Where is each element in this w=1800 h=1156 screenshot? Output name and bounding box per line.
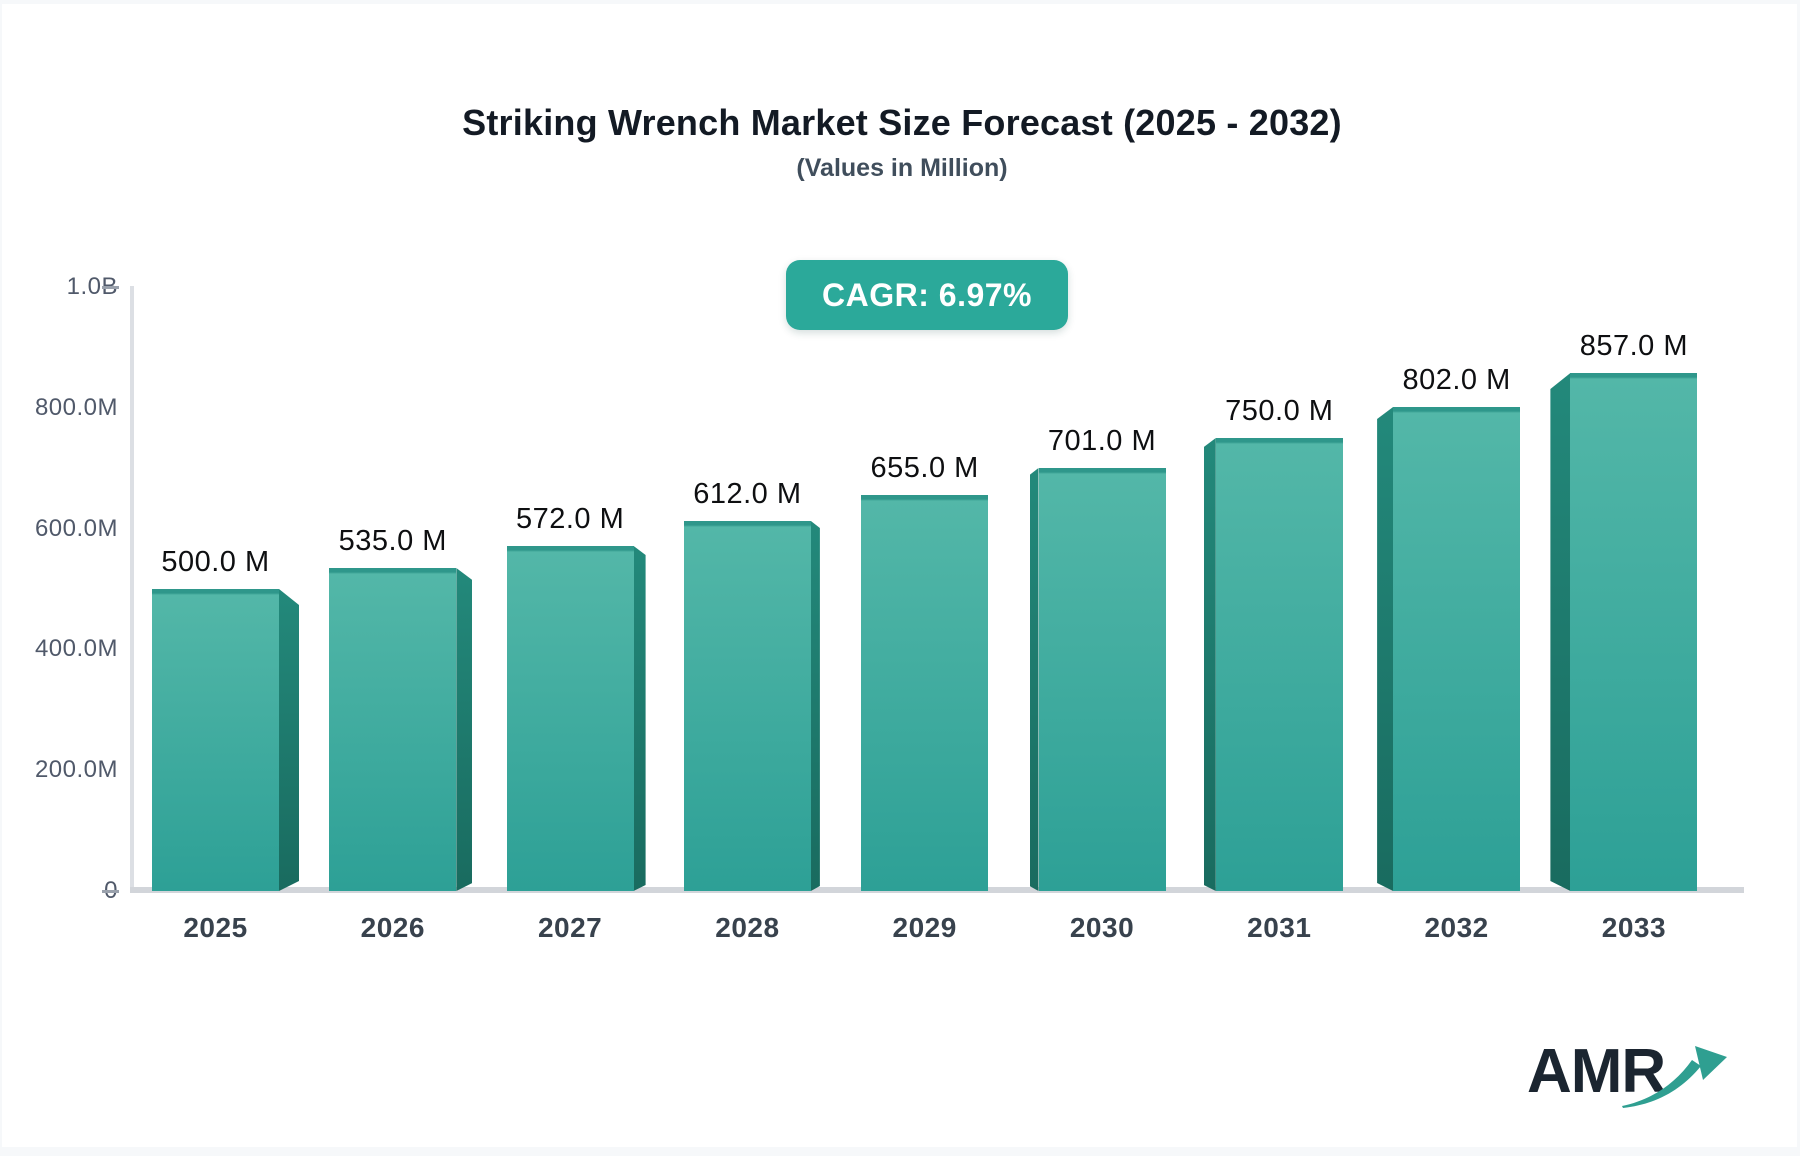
bar-side-face[interactable]: [279, 589, 299, 891]
x-axis-label: 2030: [1069, 912, 1135, 943]
bar-side-face[interactable]: [1377, 407, 1394, 891]
chart-card: Striking Wrench Market Size Forecast (20…: [2, 4, 1797, 1147]
x-axis-label: 2033: [1601, 912, 1667, 943]
bar-2030[interactable]: [1038, 468, 1166, 891]
y-axis-tick: [102, 286, 119, 289]
logo-growth-arrow-icon: [1622, 1046, 1727, 1108]
bar-side-face[interactable]: [810, 521, 820, 891]
x-axis-label: 2029: [892, 912, 957, 943]
x-axis-label: 2032: [1424, 912, 1489, 943]
bar-2028[interactable]: [683, 521, 811, 891]
chart-subtitle: (Values in Million): [796, 154, 1008, 182]
bar-value-label: 701.0 M: [1047, 425, 1157, 457]
bar-value-label: 500.0 M: [161, 546, 270, 578]
y-axis-line: [130, 286, 134, 888]
bar-2029[interactable]: [861, 495, 989, 891]
bar-value-label: 535.0 M: [338, 525, 447, 557]
bar-value-label: 857.0 M: [1579, 330, 1689, 362]
amr-logo-text: AMR: [1527, 1037, 1666, 1106]
x-axis-label: 2025: [183, 912, 248, 943]
bar-2026[interactable]: [329, 568, 457, 891]
bar-side-face[interactable]: [1203, 438, 1216, 891]
x-axis-label: 2027: [537, 912, 603, 943]
x-axis-label: 2026: [360, 912, 425, 943]
amr-logo: AMR: [1527, 1036, 1737, 1116]
bar-value-label: 802.0 M: [1402, 364, 1511, 396]
bar-value-label: 572.0 M: [515, 503, 625, 535]
bar-value-label: 750.0 M: [1225, 395, 1334, 427]
bar-2027[interactable]: [506, 546, 634, 891]
bar-2032[interactable]: [1393, 407, 1521, 891]
y-axis-label: 800.0M: [34, 393, 118, 421]
x-axis-label: 2028: [715, 912, 780, 943]
y-axis-tick: [102, 890, 119, 893]
cagr-badge: CAGR: 6.97%: [786, 260, 1068, 330]
bar-value-label: 655.0 M: [870, 452, 979, 484]
bar-side-face[interactable]: [456, 568, 473, 891]
bar-2025[interactable]: [152, 589, 279, 891]
bar-value-label: 612.0 M: [693, 478, 802, 510]
y-axis-label: 600.0M: [34, 514, 118, 542]
bar-2031[interactable]: [1215, 438, 1343, 891]
y-axis-label: 400.0M: [34, 635, 118, 663]
bar-side-face[interactable]: [1029, 468, 1039, 891]
x-axis-label: 2031: [1247, 912, 1312, 943]
bar-2033[interactable]: [1570, 373, 1698, 891]
bar-side-face[interactable]: [633, 546, 646, 891]
y-axis-label: 200.0M: [34, 756, 118, 784]
bar-side-face[interactable]: [1550, 373, 1571, 891]
chart-title: Striking Wrench Market Size Forecast (20…: [462, 102, 1342, 143]
